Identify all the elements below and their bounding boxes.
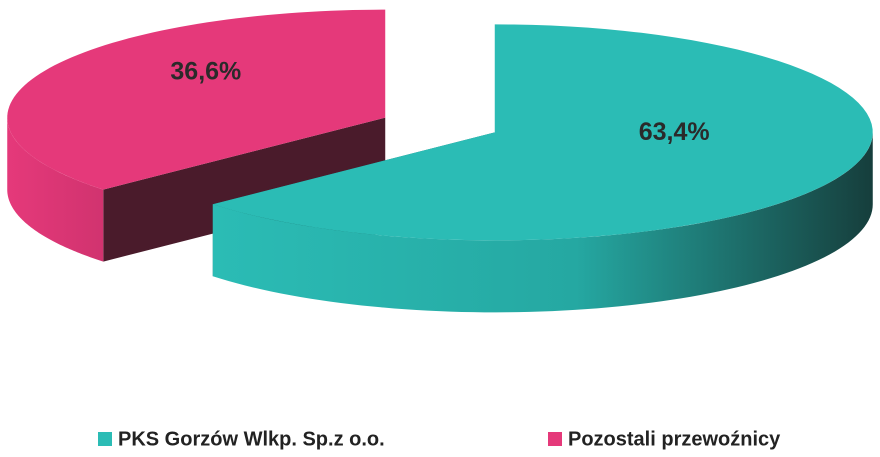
slice-side xyxy=(7,117,104,262)
slice-cut-face xyxy=(103,117,386,262)
slice-side xyxy=(212,132,873,313)
data-label: 63,4% xyxy=(639,118,710,146)
legend-swatch xyxy=(548,432,562,446)
slice xyxy=(212,24,873,313)
pie-slice xyxy=(212,24,873,241)
slice xyxy=(7,9,386,262)
legend-swatch xyxy=(98,432,112,446)
legend-label: PKS Gorzów Wlkp. Sp.z o.o. xyxy=(118,428,385,450)
pie-slice xyxy=(7,9,386,190)
legend-label: Pozostali przewoźnicy xyxy=(568,428,781,450)
data-label: 36,6% xyxy=(170,57,241,85)
